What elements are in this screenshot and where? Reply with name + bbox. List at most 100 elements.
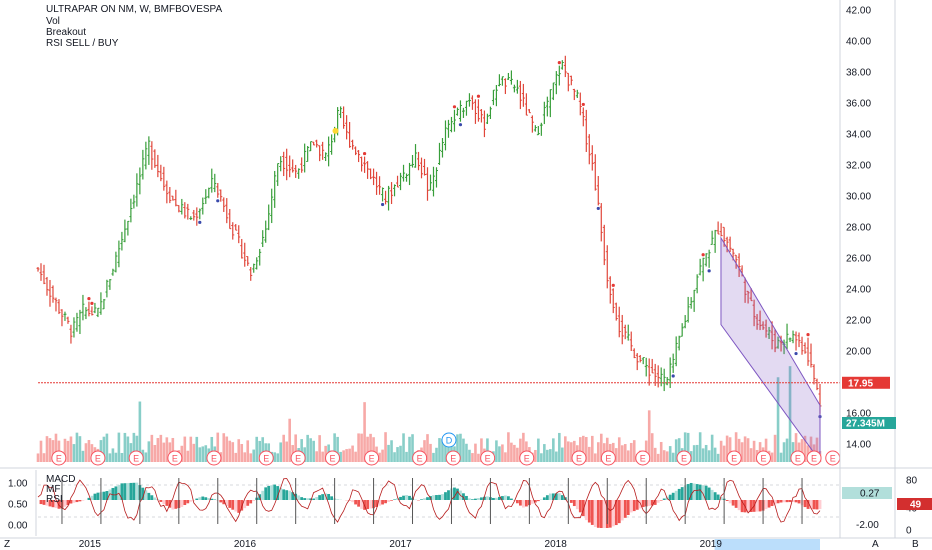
volume-bar xyxy=(396,447,399,462)
volume-bar xyxy=(698,432,702,462)
earnings-marker[interactable] xyxy=(206,450,222,466)
earnings-marker[interactable] xyxy=(325,450,341,466)
macd-histogram-bar xyxy=(396,498,399,500)
legend-macd[interactable]: MACD xyxy=(46,474,76,485)
macd-histogram-bar xyxy=(509,498,513,500)
rsi-sell-marker xyxy=(611,283,615,287)
earnings-marker[interactable] xyxy=(258,450,274,466)
volume-bar xyxy=(210,436,214,462)
macd-histogram-bar xyxy=(477,498,480,500)
volume-bar xyxy=(782,442,786,462)
earnings-marker[interactable] xyxy=(600,450,616,466)
volume-bar xyxy=(429,443,432,462)
earnings-marker[interactable] xyxy=(290,450,306,466)
time-range-highlight[interactable] xyxy=(714,539,820,550)
macd-histogram-bar xyxy=(318,495,322,500)
macd-histogram-bar xyxy=(492,497,495,500)
volume-bar xyxy=(360,433,363,462)
earnings-marker[interactable] xyxy=(445,450,461,466)
earnings-label: E xyxy=(576,454,582,464)
macd-tag[interactable] xyxy=(842,487,892,499)
legend-volume[interactable]: Vol xyxy=(46,16,60,27)
rsi-sell-marker xyxy=(581,102,585,107)
macd-histogram-bar xyxy=(423,498,426,500)
earnings-marker[interactable] xyxy=(412,450,428,466)
macd-histogram-bar xyxy=(261,490,265,500)
earnings-marker[interactable] xyxy=(519,450,535,466)
volume-bar xyxy=(707,450,711,462)
price-tick-label: 34.00 xyxy=(846,130,871,141)
volume-bar xyxy=(519,438,522,462)
earnings-marker[interactable] xyxy=(676,450,692,466)
macd-histogram-bar xyxy=(357,500,360,507)
volume-bar xyxy=(381,449,384,462)
rsi-tag-label: 49 xyxy=(910,500,922,511)
macd-histogram-bar xyxy=(725,500,729,501)
earnings-marker[interactable] xyxy=(806,450,822,466)
earnings-marker[interactable] xyxy=(755,450,771,466)
price-tick-label: 20.00 xyxy=(846,347,871,358)
earnings-marker[interactable] xyxy=(480,450,496,466)
earnings-marker[interactable] xyxy=(364,450,380,466)
earnings-marker[interactable] xyxy=(90,450,106,466)
macd-histogram-bar xyxy=(210,498,214,500)
macd-histogram-bar xyxy=(486,496,489,500)
earnings-marker[interactable] xyxy=(726,450,742,466)
earnings-marker[interactable] xyxy=(635,450,651,466)
log-scale-button[interactable]: B xyxy=(912,539,919,550)
macd-histogram-bar xyxy=(695,484,699,500)
rsi-tag[interactable] xyxy=(897,498,932,510)
earnings-label: E xyxy=(795,454,801,464)
volume-bar xyxy=(599,433,603,462)
volume-bar xyxy=(222,433,226,462)
macd-histogram-bar xyxy=(767,500,771,508)
rsi-sell-marker xyxy=(362,151,367,156)
volume-tag[interactable] xyxy=(842,417,896,429)
macd-histogram-bar xyxy=(498,496,501,500)
macd-histogram-bar xyxy=(471,499,474,500)
earnings-marker[interactable] xyxy=(51,450,67,466)
volume-bar xyxy=(564,436,567,462)
dividend-marker[interactable] xyxy=(441,432,457,448)
macd-histogram-bar xyxy=(132,482,136,500)
rsi-buy-marker xyxy=(458,123,463,127)
macd-histogram-bar xyxy=(659,500,663,501)
earnings-marker[interactable] xyxy=(167,450,183,466)
macd-histogram-bar xyxy=(126,483,130,500)
macd-histogram-bar xyxy=(300,497,304,500)
earnings-marker[interactable] xyxy=(128,450,144,466)
legend-breakout[interactable]: Breakout xyxy=(46,27,87,38)
macd-histogram-bar xyxy=(692,483,696,500)
price-tag[interactable] xyxy=(842,376,890,389)
macd-histogram-bar xyxy=(809,500,813,510)
macd-histogram-bar xyxy=(551,493,555,500)
zoom-button[interactable]: Z xyxy=(4,539,10,550)
volume-bar xyxy=(54,433,58,462)
earnings-label: E xyxy=(295,454,301,464)
volume-bar xyxy=(480,438,483,462)
volume-bar xyxy=(75,432,79,462)
macd-histogram-bar xyxy=(180,500,184,507)
volume-bar xyxy=(117,432,121,462)
macd-histogram-bar xyxy=(806,500,810,509)
price-tick-label: 28.00 xyxy=(846,223,871,234)
volume-bar xyxy=(36,453,40,462)
macd-histogram-bar xyxy=(779,500,783,503)
macd-histogram-bar xyxy=(351,500,354,503)
earnings-marker[interactable] xyxy=(571,450,587,466)
earnings-marker[interactable] xyxy=(790,450,806,466)
legend-rsi-sell-buy[interactable]: RSI SELL / BUY xyxy=(46,38,119,49)
auto-scale-button[interactable]: A xyxy=(872,539,879,550)
volume-bar xyxy=(659,441,663,462)
volume-bar xyxy=(42,453,46,462)
macd-histogram-bar xyxy=(201,496,205,500)
legend-rsi[interactable]: RSI xyxy=(46,494,63,505)
legend-mfi[interactable]: MF xyxy=(46,484,61,495)
volume-bar xyxy=(69,436,73,462)
volume-bar xyxy=(561,447,564,462)
volume-bar xyxy=(677,438,681,462)
volume-bar xyxy=(357,433,360,462)
macd-histogram-bar xyxy=(360,500,363,509)
